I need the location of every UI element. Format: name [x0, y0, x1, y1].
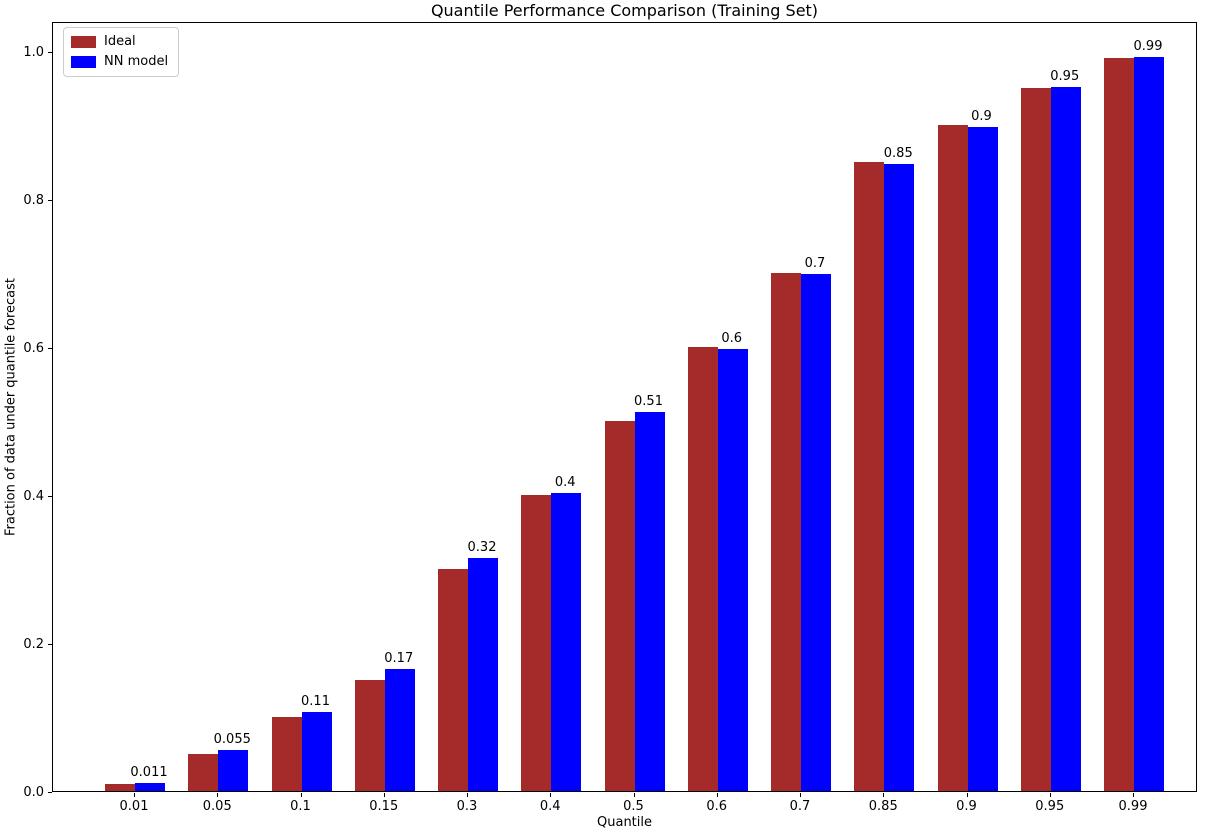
y-tick-label: 0.4	[23, 489, 44, 504]
x-tick-label: 0.9	[956, 799, 977, 814]
bar-value-label: 0.055	[213, 732, 251, 748]
y-tick-mark	[48, 496, 52, 497]
bar-ideal	[105, 783, 135, 791]
y-tick-mark	[48, 348, 52, 349]
bar-ideal	[354, 680, 385, 791]
bar-ideal	[438, 569, 468, 791]
legend-item: NN model	[71, 54, 168, 70]
x-tick-mark	[1133, 793, 1134, 797]
legend-label: NN model	[104, 54, 169, 69]
bar-value-label: 0.95	[1050, 69, 1080, 85]
bar-nn-model	[717, 349, 748, 791]
legend-swatch	[71, 36, 96, 48]
x-tick-mark	[1049, 793, 1051, 797]
y-tick-mark	[48, 52, 52, 53]
x-tick-mark	[800, 793, 801, 797]
bar-ideal	[771, 273, 801, 791]
x-tick-mark	[467, 793, 468, 797]
y-tick-label: 0.0	[23, 785, 44, 800]
bar-ideal	[521, 495, 552, 791]
x-tick-mark	[883, 793, 885, 797]
y-tick-label: 1.0	[23, 45, 44, 60]
y-tick-label: 0.2	[23, 637, 44, 652]
bar-nn-model	[218, 750, 249, 791]
bar-value-label: 0.85	[883, 146, 913, 162]
bar-value-label: 0.99	[1133, 38, 1163, 54]
x-tick-label: 0.6	[706, 799, 728, 814]
bar-value-label: 0.9	[971, 109, 992, 125]
bar-ideal	[937, 125, 968, 791]
x-tick-label: 0.85	[868, 799, 898, 814]
bar-ideal	[271, 717, 302, 791]
x-tick-label: 0.3	[456, 799, 478, 814]
bar-value-label: 0.7	[804, 256, 826, 272]
legend-swatch	[71, 56, 96, 68]
bar-nn-model	[1134, 56, 1164, 791]
x-tick-mark	[134, 793, 135, 797]
x-tick-label: 0.01	[119, 799, 149, 814]
bar-nn-model	[551, 492, 582, 791]
x-tick-label: 0.95	[1035, 799, 1065, 814]
bar-nn-model	[301, 711, 332, 791]
bar-value-label: 0.17	[384, 650, 414, 666]
bar-nn-model	[967, 127, 998, 791]
x-tick-mark	[716, 793, 718, 797]
legend: Ideal NN model	[63, 27, 180, 77]
x-tick-mark	[217, 793, 219, 797]
bar-value-label: 0.4	[554, 474, 576, 490]
bar-ideal	[854, 162, 885, 791]
bar-nn-model	[801, 274, 831, 791]
bar-value-label: 0.011	[130, 764, 168, 780]
x-tick-mark	[966, 793, 968, 797]
bar-nn-model	[884, 164, 915, 791]
y-tick-mark	[48, 200, 52, 201]
bar-value-label: 0.51	[634, 394, 663, 410]
plot-area	[52, 22, 1197, 792]
x-tick-label: 0.1	[290, 799, 311, 814]
bar-value-label: 0.32	[467, 539, 497, 555]
bar-ideal	[1104, 58, 1134, 791]
x-tick-label: 0.05	[202, 799, 232, 814]
bar-ideal	[687, 347, 718, 791]
x-axis-label: Quantile	[597, 815, 652, 830]
x-tick-label: 0.99	[1118, 799, 1148, 814]
bar-nn-model	[384, 668, 415, 791]
x-tick-label: 0.5	[623, 799, 644, 814]
bar-ideal	[188, 754, 219, 791]
bar-nn-model	[135, 782, 165, 791]
x-tick-label: 0.15	[369, 799, 399, 814]
y-tick-label: 0.6	[23, 341, 44, 356]
y-tick-mark	[48, 644, 52, 645]
legend-label: Ideal	[104, 34, 136, 49]
bar-nn-model	[468, 557, 498, 791]
bar-value-label: 0.6	[721, 331, 743, 347]
bar-ideal	[1020, 88, 1051, 791]
x-tick-mark	[550, 793, 552, 797]
legend-item: Ideal	[71, 34, 168, 50]
chart-title: Quantile Performance Comparison (Trainin…	[430, 1, 819, 20]
bar-value-label: 0.11	[301, 693, 330, 709]
bar-nn-model	[634, 412, 665, 791]
x-tick-label: 0.4	[539, 799, 561, 814]
x-tick-mark	[633, 793, 635, 797]
x-tick-label: 0.7	[789, 799, 811, 814]
bar-ideal	[604, 421, 635, 791]
bar-nn-model	[1050, 87, 1081, 791]
x-tick-mark	[383, 793, 385, 797]
y-tick-label: 0.8	[23, 193, 44, 208]
x-tick-mark	[300, 793, 302, 797]
y-tick-mark	[48, 792, 52, 793]
